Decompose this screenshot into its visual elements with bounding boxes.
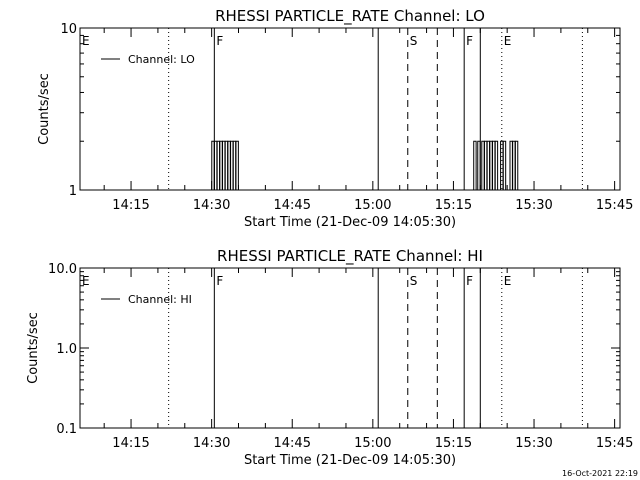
event-marker-label: S	[410, 34, 418, 48]
x-axis-label: Start Time (21-Dec-09 14:05:30)	[244, 215, 456, 230]
event-marker-label: E	[504, 274, 512, 288]
data-spike	[486, 140, 491, 190]
x-tick-label: 15:00	[354, 198, 391, 213]
data-spike	[494, 140, 499, 190]
chart-panel-lo: RHESSI PARTICLE_RATE Channel: LO Start Ti…	[37, 7, 633, 230]
data-spike	[232, 140, 237, 190]
data-spike	[502, 140, 507, 190]
y-tick-label: 0.1	[56, 422, 77, 437]
x-tick-label: 15:45	[596, 436, 633, 451]
data-spike	[492, 140, 496, 190]
y-tick-label: 1.0	[56, 342, 77, 357]
x-tick-label: 15:15	[435, 436, 472, 451]
x-tick-label: 14:15	[112, 198, 149, 213]
data-spike	[473, 140, 477, 190]
x-tick-label: 15:30	[515, 436, 552, 451]
x-tick-label: 14:30	[193, 436, 230, 451]
x-tick-label: 14:45	[274, 436, 311, 451]
event-marker-label: F	[466, 274, 473, 288]
data-spike	[222, 140, 226, 190]
x-tick-label: 14:45	[274, 198, 311, 213]
x-tick-label: 14:15	[112, 436, 149, 451]
chart-title: RHESSI PARTICLE_RATE Channel: HI	[217, 247, 483, 266]
footer-timestamp: 16-Oct-2021 22:19	[562, 469, 638, 478]
y-axis-label: Counts/sec	[26, 312, 41, 384]
x-tick-label: 15:00	[354, 436, 391, 451]
y-tick-label: 1	[69, 184, 77, 199]
data-spike	[211, 140, 215, 190]
plot-frame	[79, 27, 621, 191]
event-marker-label: F	[216, 274, 223, 288]
x-tick-label: 15:30	[515, 198, 552, 213]
data-spike	[514, 140, 519, 190]
data-spike	[227, 140, 231, 190]
x-tick-label: 15:15	[435, 198, 472, 213]
data-spike	[213, 140, 218, 190]
y-tick-label: 10	[60, 22, 77, 37]
data-spike	[481, 140, 485, 190]
chart-panel-hi: RHESSI PARTICLE_RATE Channel: HI Start Ti…	[26, 247, 633, 468]
data-spike	[509, 140, 513, 190]
chart-title: RHESSI PARTICLE_RATE Channel: LO	[215, 7, 485, 26]
event-marker-label: F	[466, 34, 473, 48]
x-tick-label: 14:30	[193, 198, 230, 213]
data-spike	[219, 140, 223, 190]
x-axis-label: Start Time (21-Dec-09 14:05:30)	[244, 453, 456, 468]
y-axis-label: Counts/sec	[37, 73, 52, 145]
event-marker-label: S	[410, 274, 418, 288]
data-spike	[512, 140, 516, 190]
data-spike	[224, 140, 229, 190]
data-spike	[477, 140, 481, 190]
data-spike	[489, 140, 493, 190]
data-spike	[483, 140, 488, 190]
event-marker-label: E	[82, 274, 90, 288]
plot-frame	[79, 267, 621, 429]
data-spike	[235, 140, 239, 190]
legend-label: Channel: HI	[128, 293, 192, 306]
event-marker-label: E	[82, 34, 90, 48]
x-tick-label: 15:45	[596, 198, 633, 213]
event-marker-label: E	[504, 34, 512, 48]
event-marker-label: F	[216, 34, 223, 48]
data-spike	[230, 140, 234, 190]
y-tick-label: 10.0	[48, 262, 77, 277]
data-spike	[216, 140, 221, 190]
legend-label: Channel: LO	[128, 53, 195, 66]
